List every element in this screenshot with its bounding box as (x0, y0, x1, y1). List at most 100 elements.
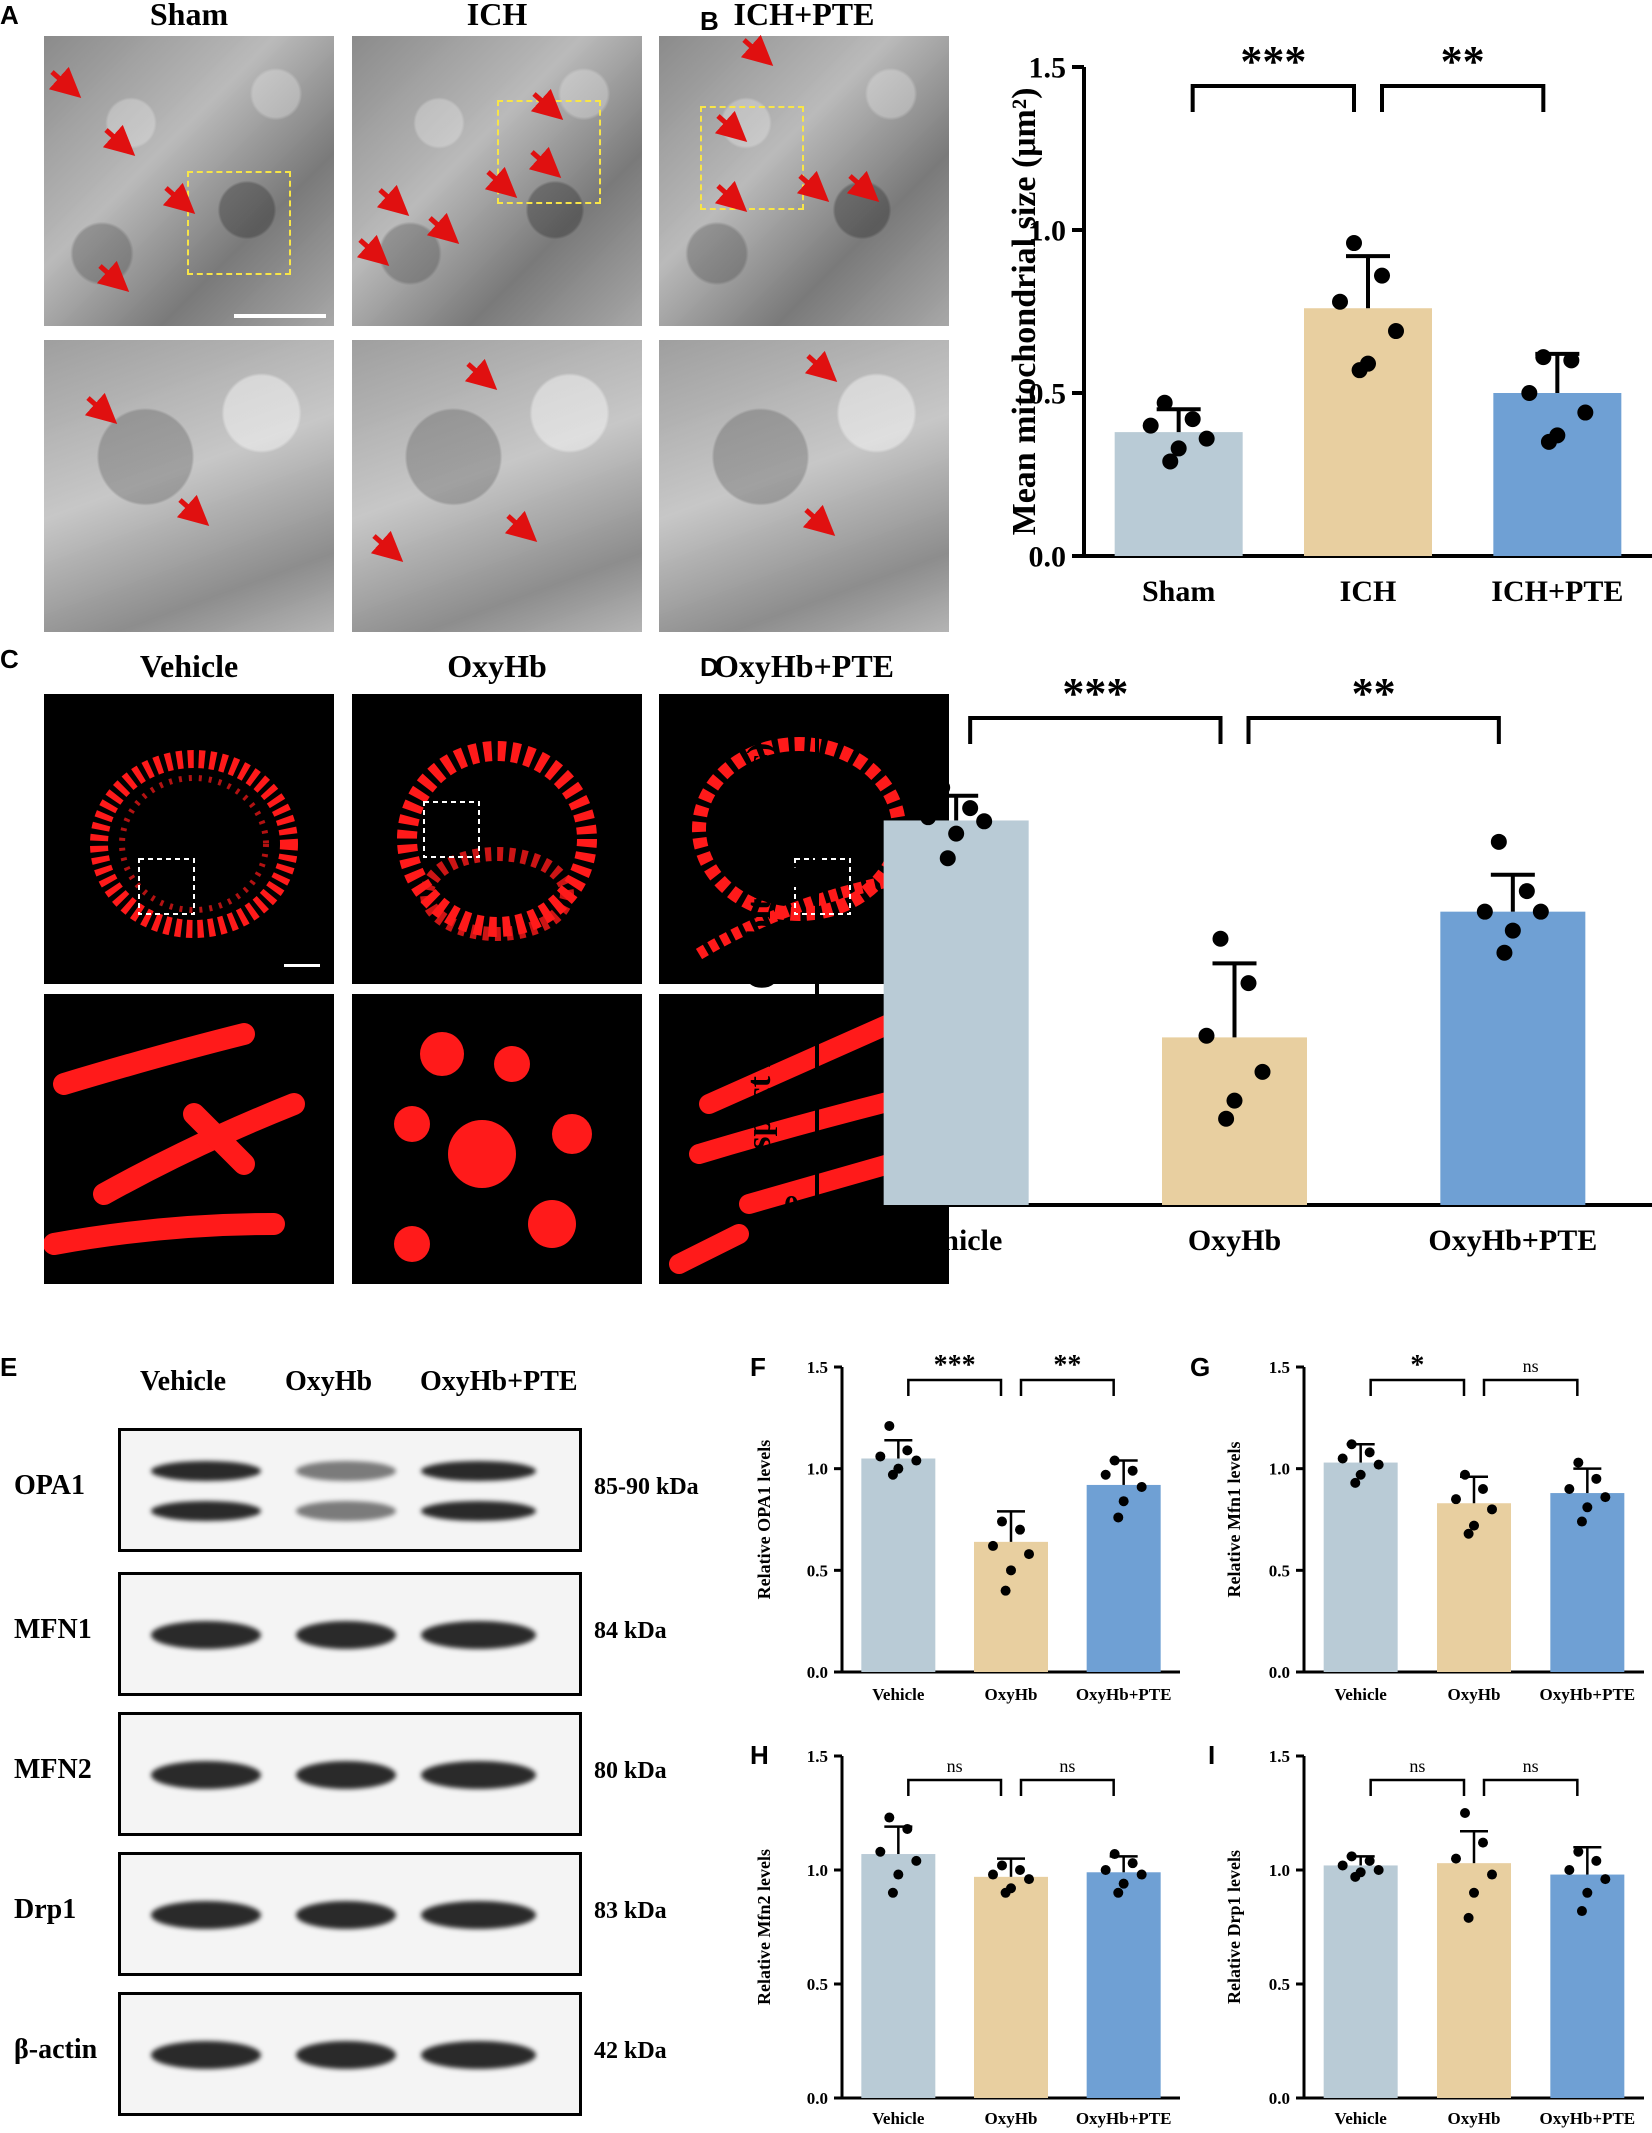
blot-lane-label-oxyhb-pte: OxyHb+PTE (420, 1366, 578, 1397)
red-arrow (714, 110, 748, 142)
significance-bracket (907, 1378, 1003, 1396)
data-point (934, 779, 951, 796)
significance-label: *** (934, 1350, 976, 1381)
data-point (1582, 1887, 1593, 1898)
data-point (1024, 1874, 1034, 1885)
y-axis-label: Mean mitochondrial size (μm²) (1006, 88, 1043, 536)
y-tick-label: 2 (784, 1025, 799, 1058)
significance-label: ** (1352, 669, 1396, 718)
chart-h-mfn2: 0.0 0.5 1.0 1.5 Relative Mfn2 levels Vehicle O… (754, 1747, 1180, 2128)
y-tick-label: 0.0 (1269, 1663, 1290, 1682)
data-point (1388, 323, 1404, 340)
data-point (1350, 1871, 1361, 1882)
blot-molecular-weight: 42 kDa (594, 2038, 667, 2064)
data-point (1563, 352, 1580, 369)
data-point (875, 1846, 886, 1857)
data-point (1113, 1887, 1124, 1898)
significance-bracket (1190, 84, 1356, 112)
data-point (1451, 1853, 1461, 1864)
data-point (1337, 1860, 1348, 1871)
blot-band (296, 1901, 396, 1929)
data-point (1591, 1855, 1602, 1866)
significance-bracket (1369, 1778, 1466, 1796)
data-point (887, 1887, 898, 1898)
data-point (1374, 267, 1390, 284)
significance-bracket (1019, 1378, 1115, 1396)
x-tick-label: Sham (1142, 575, 1215, 608)
blot-band (421, 1621, 536, 1649)
significance-label: ** (1441, 37, 1485, 86)
red-arrow (376, 184, 410, 216)
data-point (1463, 1912, 1474, 1923)
y-tick-label: 0 (784, 1190, 799, 1223)
red-arrow (176, 494, 210, 526)
data-point (1364, 1447, 1375, 1458)
significance-bracket (1369, 1378, 1466, 1396)
data-point (1373, 1459, 1384, 1470)
y-tick-label: 1.5 (1269, 1358, 1290, 1377)
red-arrow (802, 504, 836, 536)
data-point (902, 1445, 913, 1456)
data-point (911, 1855, 922, 1866)
panel-letter-g: G (1190, 1352, 1211, 1382)
x-tick-label: OxyHb (1188, 1224, 1281, 1257)
fluo-image-oxyhb (352, 694, 642, 984)
chart-g-mfn1: 0.0 0.5 1.0 1.5 Relative Mfn1 levels Vehicle O… (1224, 1350, 1644, 1704)
red-arrow (804, 350, 838, 382)
blot-molecular-weight: 85-90 kDa (594, 1474, 699, 1500)
y-tick-label: 1.0 (1269, 1460, 1290, 1479)
significance-label: ns (1523, 1356, 1539, 1376)
data-point (1100, 1865, 1111, 1875)
data-point (1000, 1585, 1011, 1596)
y-tick-label: 0.5 (1269, 1561, 1290, 1580)
data-point (1582, 1502, 1593, 1513)
blot-membrane (118, 1428, 582, 1552)
bar (1437, 1863, 1511, 2098)
blot-band (151, 1901, 261, 1929)
em-image-sham (44, 36, 334, 326)
bar (1493, 393, 1622, 556)
blot-band (421, 1901, 536, 1929)
data-point (1532, 903, 1549, 920)
data-point (1000, 1887, 1011, 1898)
data-point (1218, 1110, 1235, 1127)
data-point (1136, 1869, 1147, 1880)
data-point (1577, 404, 1594, 421)
data-point (1226, 1092, 1243, 1109)
data-point (1518, 883, 1535, 900)
x-tick-label: ICH (1340, 575, 1397, 608)
data-point (1184, 411, 1201, 428)
blot-band (296, 1761, 396, 1789)
blot-band (151, 2041, 261, 2069)
red-arrow (464, 358, 498, 390)
blot-band (296, 1501, 396, 1521)
data-point (1355, 1469, 1366, 1480)
blot-band (151, 1761, 261, 1789)
y-tick-label: 0.5 (1029, 378, 1067, 411)
red-arrow (504, 510, 538, 542)
blot-membrane (118, 1712, 582, 1836)
red-arrow (530, 88, 564, 120)
y-tick-label: 0.0 (807, 1663, 828, 1682)
panel-letter-f: F (750, 1352, 766, 1382)
data-point (875, 1451, 886, 1462)
x-tick-label: OxyHb+PTE (1428, 1224, 1597, 1257)
data-point (893, 1869, 904, 1880)
y-tick-label: 1.5 (807, 1747, 828, 1766)
red-arrow (96, 260, 130, 292)
bar (1550, 1874, 1625, 2098)
data-point (1351, 362, 1368, 379)
blot-membrane (118, 1992, 582, 2116)
y-tick-label: 1.0 (1269, 1861, 1290, 1880)
data-point (1490, 833, 1507, 850)
scale-bar (234, 314, 326, 318)
data-point (962, 800, 979, 817)
significance-label: ns (1409, 1756, 1425, 1776)
data-point (1127, 1858, 1138, 1869)
bar (1086, 1872, 1161, 2098)
significance-label: *** (1062, 669, 1128, 718)
blot-band (296, 1461, 396, 1481)
data-point (948, 825, 965, 842)
blot-band (421, 2041, 536, 2069)
data-point (1015, 1524, 1025, 1535)
